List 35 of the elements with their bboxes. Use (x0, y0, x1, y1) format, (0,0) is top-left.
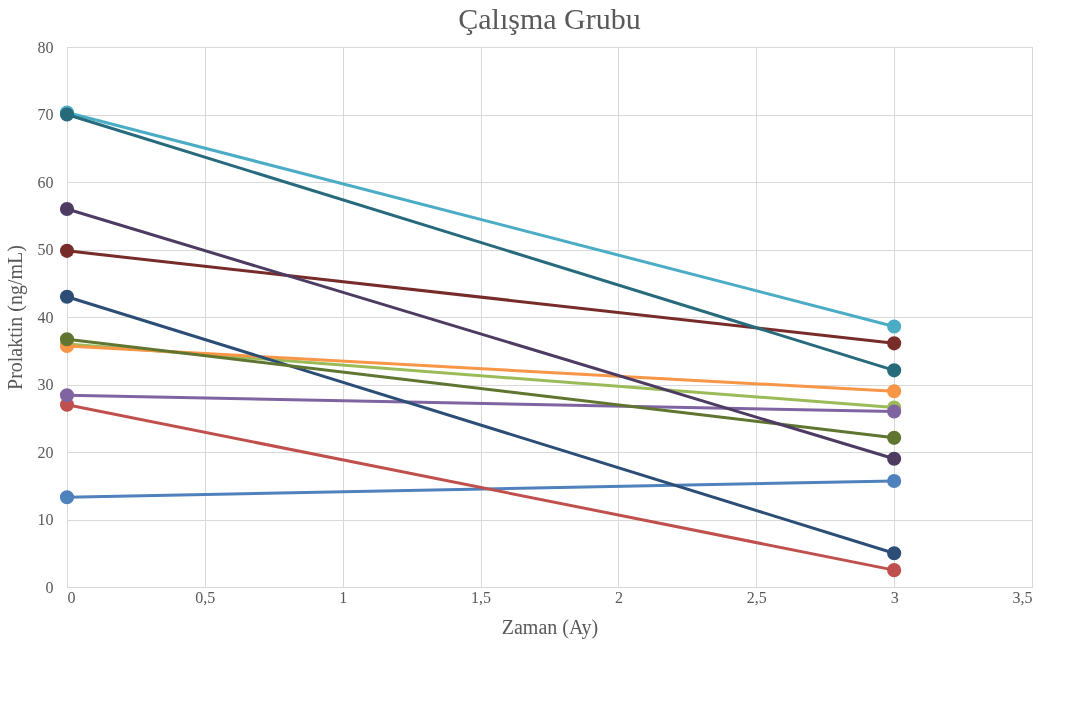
point (887, 473, 902, 489)
point (59, 490, 75, 505)
point (887, 363, 902, 378)
y-tick-label: 10 (37, 511, 54, 528)
y-tick-label: 60 (37, 173, 54, 191)
x-tick-label: 0,5 (195, 588, 216, 606)
point (59, 289, 75, 304)
point (59, 332, 75, 347)
point (887, 336, 902, 351)
y-tick-label: 30 (37, 376, 54, 393)
point (887, 430, 902, 445)
x-tick-label: 2,5 (746, 588, 767, 606)
point (59, 201, 75, 217)
y-axis-title: Prolaktin (ng/mL) (3, 245, 27, 390)
y-tick-label: 40 (37, 308, 54, 326)
x-tick-label: 0 (67, 588, 76, 606)
y-tick-label: 80 (37, 38, 54, 56)
chart-title: Çalışma Grubu (458, 2, 641, 35)
x-axis-title: Zaman (Ay) (501, 615, 599, 639)
y-tick-label: 20 (37, 443, 54, 461)
point (887, 546, 902, 561)
x-tick-label: 2 (614, 588, 623, 606)
y-tick-label: 70 (37, 106, 54, 123)
x-tick-label: 1 (339, 588, 348, 606)
y-tick-label: 50 (37, 241, 54, 258)
x-tick-label: 3 (890, 588, 899, 606)
point (59, 243, 75, 258)
point (887, 404, 902, 419)
point (887, 319, 902, 334)
point (887, 563, 902, 578)
x-tick-label: 1,5 (471, 588, 492, 606)
x-tick-label: 3,5 (1012, 588, 1033, 606)
point (887, 384, 902, 399)
point (59, 388, 75, 403)
point (887, 451, 902, 466)
